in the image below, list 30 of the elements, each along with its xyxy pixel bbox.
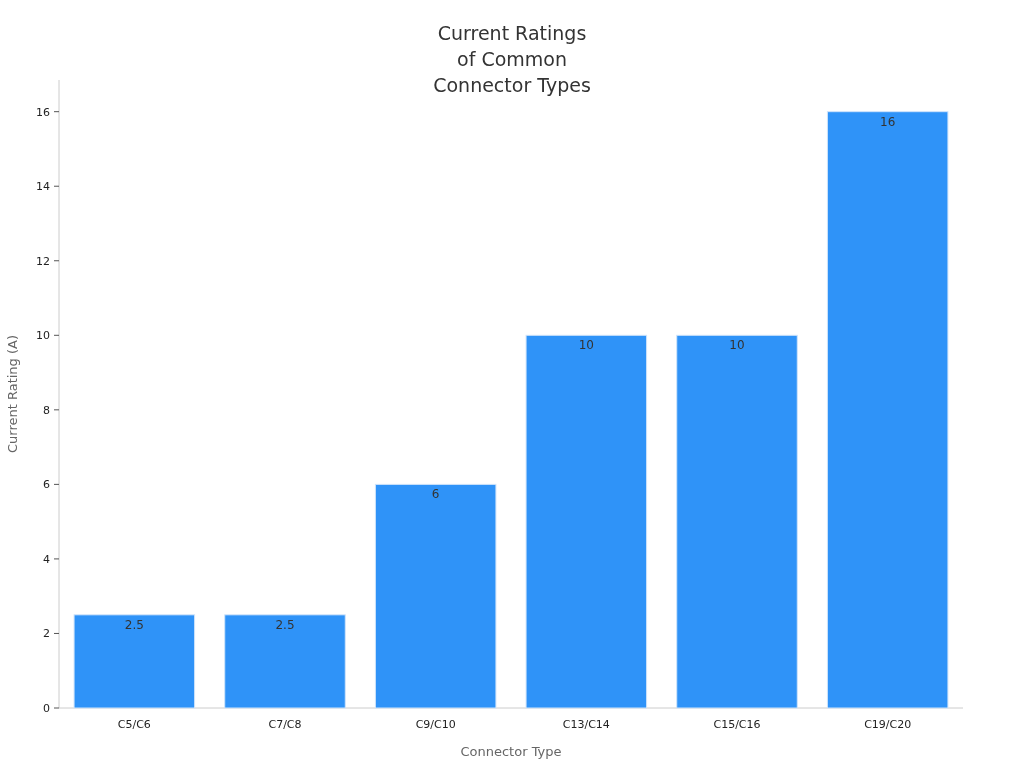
y-tick-label: 6 — [43, 478, 50, 492]
bar — [525, 334, 648, 709]
x-tick-label: C15/C16 — [713, 718, 761, 731]
x-tick-label: C5/C6 — [117, 718, 151, 731]
y-tick-label: 14 — [36, 180, 50, 194]
chart-title: Current Ratings of Common Connector Types — [433, 22, 591, 96]
y-tick-label: 2 — [43, 627, 50, 641]
data-label: 2.5 — [124, 617, 144, 632]
y-tick-label: 0 — [43, 701, 50, 715]
data-label: 16 — [880, 114, 896, 129]
data-label: 6 — [431, 487, 440, 502]
x-axis-title: Connector Type — [460, 744, 562, 759]
y-axis-title: Current Rating (A) — [5, 334, 20, 454]
bar — [73, 614, 196, 709]
x-tick-label: C19/C20 — [864, 718, 912, 731]
x-tick-label: C13/C14 — [562, 718, 610, 731]
bar — [826, 111, 949, 709]
y-tick-label: 4 — [43, 552, 50, 566]
bar — [374, 483, 497, 709]
y-tick-label: 10 — [36, 329, 50, 343]
y-tick-label: 8 — [43, 403, 50, 417]
y-tick-label: 16 — [36, 105, 50, 119]
data-label: 2.5 — [275, 617, 295, 632]
data-label: 10 — [729, 338, 745, 353]
bar — [676, 334, 798, 709]
x-tick-label: C7/C8 — [268, 718, 302, 731]
x-tick-label: C9/C10 — [415, 718, 456, 731]
y-tick-label: 12 — [36, 254, 50, 268]
data-label: 10 — [578, 338, 594, 353]
bar — [224, 614, 346, 709]
